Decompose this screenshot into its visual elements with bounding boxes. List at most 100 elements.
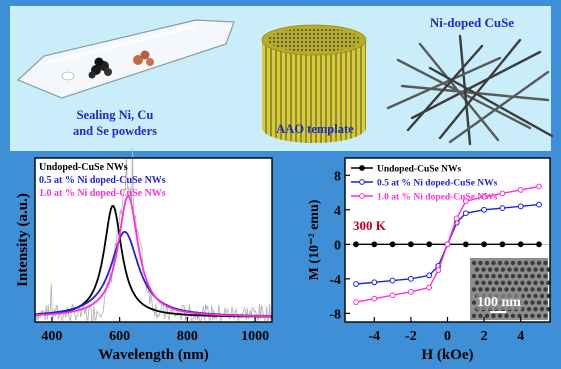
tem-pore (539, 280, 545, 285)
tem-pore (484, 313, 490, 318)
tem-pore (478, 260, 483, 266)
tem-pore (539, 293, 545, 299)
tem-pore (494, 280, 499, 285)
tem-pore (530, 274, 535, 279)
mh-x-axis-label: H (kOe) (421, 347, 473, 363)
tem-pore (536, 260, 542, 266)
tem-pore (471, 313, 477, 318)
mh-point-2 (462, 198, 469, 205)
mh-temperature-annotation: 300 K (353, 218, 387, 233)
tem-pore (474, 267, 480, 272)
tem-pore (478, 287, 483, 292)
tem-pore (539, 267, 545, 272)
tem-pore (533, 307, 538, 312)
mh-point-1 (536, 201, 542, 208)
tem-pore (526, 293, 532, 299)
tem-pore (523, 300, 529, 305)
mh-x-tick-label: 0 (444, 329, 451, 344)
tem-pore (507, 280, 512, 285)
tem-pore (523, 287, 529, 292)
mh-point-1 (353, 281, 359, 287)
nanowire (458, 34, 472, 146)
pl-legend-item-0: Undoped-CuSe NWs (39, 162, 128, 173)
mh-point-0 (517, 241, 524, 248)
pl-legend-item-2: 1.0 at % Ni doped-CuSe NWs (39, 188, 166, 199)
tem-pore (513, 267, 519, 272)
tem-pore (484, 260, 490, 266)
mh-y-tick-label: 4 (334, 204, 341, 219)
mh-point-0 (371, 241, 378, 248)
tem-pore (491, 313, 496, 318)
tem-pore (471, 260, 477, 266)
mh-y-tick-label: -8 (329, 307, 341, 322)
tem-pore (504, 274, 509, 279)
tem-pore (526, 307, 532, 312)
mh-point-1 (481, 206, 488, 213)
tem-pore (500, 280, 506, 285)
tem-pore (487, 280, 493, 285)
tem-pore (533, 280, 538, 285)
tem-pore (530, 300, 535, 305)
aao-template-label: AAO template (276, 122, 354, 136)
pl-x-tick-label: 400 (41, 329, 62, 344)
tem-pore (526, 280, 532, 285)
mh-legend-item-2: 1.0 at % Ni doped-CuSe NWs (377, 193, 498, 203)
mh-point-1 (389, 277, 396, 284)
tem-pore (536, 274, 542, 279)
mh-point-1 (426, 272, 433, 279)
mh-point-2 (353, 299, 359, 306)
mh-point-2 (536, 183, 542, 190)
tem-pore (523, 260, 529, 266)
mh-point-1 (371, 279, 378, 286)
tem-pore (517, 274, 522, 279)
sealing-label-line1: Sealing Ni, Cu (77, 108, 154, 122)
nanowire (406, 44, 484, 132)
mh-legend-marker-1 (359, 179, 365, 185)
tem-pore (487, 267, 493, 272)
tem-pore (484, 287, 490, 292)
mh-legend-item-1: 0.5 at % Ni doped-CuSe NWs (377, 179, 498, 189)
mh-point-2 (444, 241, 451, 248)
tem-pore (497, 313, 503, 318)
mh-point-2 (389, 292, 396, 299)
tem-pore (533, 267, 538, 272)
pl-spectrum-chart: 400 600 800 1000 Wavelength (nm) Intensity (a… (15, 148, 273, 363)
mh-point-2 (499, 190, 506, 197)
tem-pore (504, 287, 509, 292)
tem-pore (504, 313, 509, 318)
mh-point-1 (407, 275, 414, 282)
mh-y-tick-label: 8 (334, 169, 341, 184)
mh-y-tick-label: 0 (334, 238, 341, 253)
tem-pore (539, 307, 545, 312)
tem-pore (481, 280, 486, 285)
mh-x-tick-label: -4 (368, 329, 380, 344)
tem-pore (510, 274, 516, 279)
nanowire (386, 56, 502, 110)
mh-point-2 (371, 295, 378, 302)
mh-x-tick-label: -2 (405, 329, 417, 344)
pl-x-tick-label: 600 (109, 329, 130, 344)
mh-point-1 (499, 205, 506, 211)
tem-pore (497, 274, 503, 279)
tem-pore (491, 274, 496, 279)
tem-pore (491, 260, 496, 266)
mh-legend-marker-2 (359, 193, 365, 199)
mh-legend-marker-0 (359, 165, 365, 171)
tem-pore (481, 267, 486, 272)
tem-pore (520, 280, 525, 285)
tem-pore (536, 287, 542, 292)
tem-pore (543, 287, 548, 292)
mh-point-2 (407, 288, 414, 295)
tem-pore (491, 287, 496, 292)
tem-pore (543, 300, 548, 305)
tem-pore (504, 260, 509, 266)
mh-legend-item-0: Undoped-CuSe NWs (377, 165, 462, 175)
mh-point-0 (389, 241, 396, 248)
mh-point-1 (517, 203, 524, 210)
tem-pore (530, 287, 535, 292)
tem-pore (497, 260, 503, 266)
tem-pore (510, 313, 516, 318)
mh-point-0 (426, 241, 433, 248)
tem-pore (530, 260, 535, 266)
